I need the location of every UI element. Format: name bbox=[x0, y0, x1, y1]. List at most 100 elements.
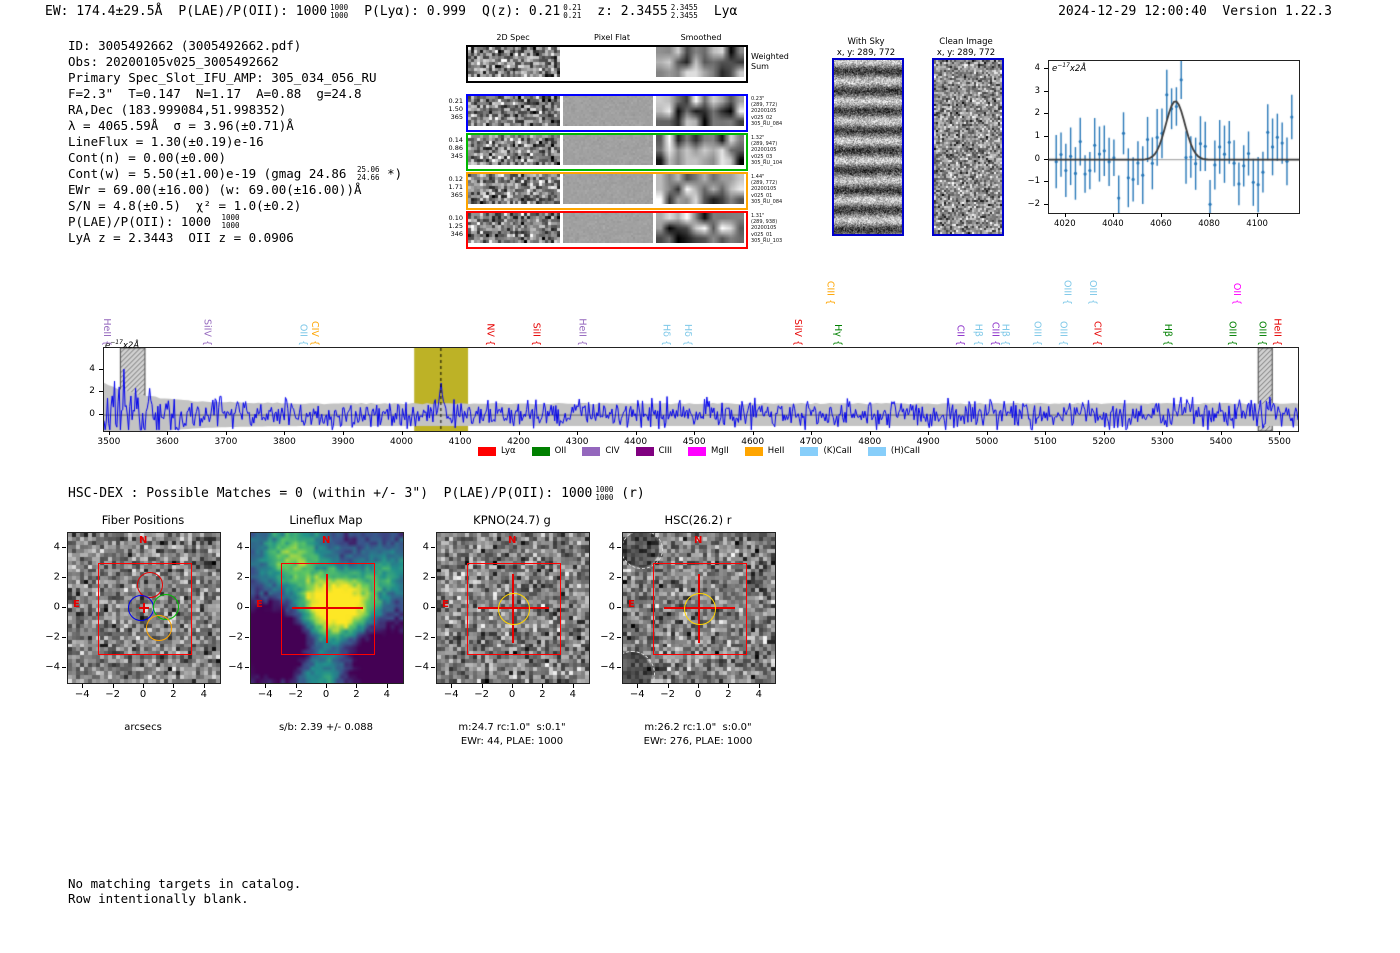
strip-left-values: 0.12 1.71 365 bbox=[448, 175, 463, 199]
spectrum-x-tick-label: 4800 bbox=[858, 437, 882, 447]
compass-north-label: N bbox=[139, 535, 148, 546]
pixelflat-image bbox=[563, 213, 653, 243]
cutout-y-tickmark bbox=[431, 637, 435, 638]
cutout-x-tickmark bbox=[295, 684, 297, 688]
qz-value: Q(z): 0.21 bbox=[481, 4, 561, 20]
legend-label: MgII bbox=[711, 446, 729, 456]
spectrum-x-tickmark bbox=[694, 431, 696, 435]
strip-right-info: 1.31" (289, 938) 20200105 v025_01 305_RU… bbox=[751, 213, 783, 244]
legend-item: OII bbox=[531, 446, 566, 456]
plae-poii-range: 1000 1000 bbox=[330, 3, 349, 20]
info-line-range: 1000 1000 bbox=[221, 213, 240, 230]
spectrum-x-tick-label: 3900 bbox=[331, 437, 355, 447]
spectrum-x-tick-label: 3500 bbox=[97, 437, 121, 447]
pixelflat-image bbox=[563, 47, 653, 77]
cutout-y-tickmark bbox=[62, 607, 66, 608]
spectrum-x-tickmark bbox=[1045, 431, 1047, 435]
emission-line-marker-label: HeII { bbox=[1271, 318, 1283, 346]
fiber-circle bbox=[137, 572, 164, 598]
info-line: P(LAE)/P(OII): 1000 1000 1000 bbox=[68, 214, 240, 230]
cutout-y-tick-label: 2 bbox=[53, 571, 60, 583]
smoothed-image bbox=[656, 213, 744, 243]
cutout-x-tick-label: −4 bbox=[257, 689, 273, 700]
strip-column-title: Smoothed bbox=[680, 33, 722, 42]
cutout-caption: s/b: 2.39 +/- 0.088 bbox=[278, 722, 374, 733]
cutout-x-tickmark bbox=[512, 684, 513, 688]
cutout-x-tick-label: 4 bbox=[200, 689, 207, 700]
cutout-y-tick-label: −4 bbox=[414, 661, 429, 673]
cutout-y-tick-label: −2 bbox=[600, 631, 615, 643]
info-line-text: P(LAE)/P(OII): 1000 bbox=[68, 214, 219, 230]
cutout-x-tick-label: 2 bbox=[353, 689, 360, 700]
cutout-x-tickmark bbox=[481, 684, 483, 688]
compass-east-label: E bbox=[73, 599, 80, 610]
cutout-y-tickmark bbox=[245, 667, 249, 668]
spectrum-x-tick-label: 5500 bbox=[1267, 437, 1291, 447]
spectrum-x-tick-label: 5000 bbox=[975, 437, 999, 447]
legend-swatch bbox=[800, 446, 819, 456]
full-spectrum-canvas bbox=[103, 347, 1299, 432]
strip-right-info: 1.44" (289, 772) 20200105 v025_01 305_RU… bbox=[751, 174, 783, 205]
inset-y-tickmark bbox=[1044, 67, 1048, 69]
aperture-circle bbox=[683, 592, 717, 626]
cutout-x-tickmark bbox=[386, 684, 388, 688]
redshift-value: z: 2.3455 bbox=[597, 4, 668, 20]
emission-line-marker-label: Hδ { bbox=[682, 323, 694, 346]
cutout-y-tick-label: −2 bbox=[414, 631, 429, 643]
legend-swatch bbox=[635, 446, 654, 456]
info-line-text: ID: 3005492662 (3005492662.pdf) bbox=[68, 38, 302, 53]
center-cross-v bbox=[143, 603, 145, 613]
footer-line-2: Row intentionally blank. bbox=[68, 891, 249, 906]
emission-line-marker-label: SiII { bbox=[530, 322, 542, 346]
spectrum-x-tickmark bbox=[1103, 431, 1105, 435]
cutout-x-tickmark bbox=[728, 684, 730, 688]
extraction-box bbox=[467, 563, 561, 655]
cutout-y-tick-label: 0 bbox=[53, 601, 60, 613]
cutout-y-tick-label: 2 bbox=[422, 571, 429, 583]
cutout-y-tickmark bbox=[617, 637, 621, 638]
inset-y-tickmark bbox=[1044, 136, 1048, 137]
cutout-x-tick-label: 0 bbox=[694, 689, 702, 700]
legend-label: CIII bbox=[658, 446, 673, 456]
compass-east-label: E bbox=[442, 599, 449, 610]
spectrum-x-tickmark bbox=[1162, 431, 1164, 435]
strip-left-values: 0.14 0.86 345 bbox=[448, 136, 463, 160]
info-line-suffix: *) bbox=[379, 166, 403, 182]
spec2d-image bbox=[468, 47, 560, 77]
spectrum-x-tickmark bbox=[1279, 431, 1281, 435]
header-metrics: EW: 174.4±29.5Å P(LAE)/P(OII): 1000 1000… bbox=[45, 4, 737, 20]
inset-y-tick-label: 1 bbox=[1034, 131, 1040, 141]
info-line: Cont(w) = 5.50(±1.00)e-19 (gmag 24.86 25… bbox=[68, 166, 402, 182]
info-line-text: Obs: 20200105v025_3005492662 bbox=[68, 54, 279, 69]
legend-label: HeII bbox=[767, 446, 785, 456]
compass-east-label: E bbox=[628, 599, 635, 610]
cutout-y-tick-label: 0 bbox=[608, 601, 615, 613]
cutout-y-tickmark bbox=[431, 667, 435, 668]
qz-range: 0.21 0.21 bbox=[563, 3, 582, 20]
info-line: Cont(n) = 0.00(±0.00) bbox=[68, 150, 226, 165]
cutout-y-tick-label: −2 bbox=[228, 631, 243, 643]
inset-x-tickmark bbox=[1160, 213, 1162, 217]
inset-y-tick-label: 2 bbox=[1034, 108, 1040, 119]
info-line: S/N = 4.8(±0.5) χ² = 1.0(±0.2) bbox=[68, 198, 301, 213]
spectrum-x-tickmark bbox=[167, 431, 169, 435]
cutout-y-tickmark bbox=[245, 637, 249, 638]
cutout-x-tickmark bbox=[698, 684, 699, 688]
info-line: F=2.3" T=0.147 N=1.17 A=0.88 g=24.8 bbox=[68, 86, 362, 101]
spectrum-x-tick-label: 5400 bbox=[1209, 437, 1233, 447]
legend-label: Lyα bbox=[501, 446, 516, 456]
inset-x-tickmark bbox=[1064, 213, 1066, 217]
inset-y-tickmark bbox=[1044, 181, 1048, 183]
spectrum-x-tick-label: 4200 bbox=[507, 437, 530, 447]
info-line-text: Cont(n) = 0.00(±0.00) bbox=[68, 150, 227, 165]
info-line-text: S/N = 4.8(±0.5) χ² = 1.0(±0.2) bbox=[68, 198, 302, 213]
spectrum-x-tick-label: 4000 bbox=[390, 437, 413, 447]
info-line-text: LineFlux = 1.30(±0.19)e-16 bbox=[68, 134, 264, 149]
cutout-x-tickmark bbox=[451, 684, 453, 688]
spectrum-x-tickmark bbox=[108, 431, 110, 435]
info-line-text: Primary Spec_Slot_IFU_AMP: 305_034_056_R… bbox=[68, 70, 377, 85]
